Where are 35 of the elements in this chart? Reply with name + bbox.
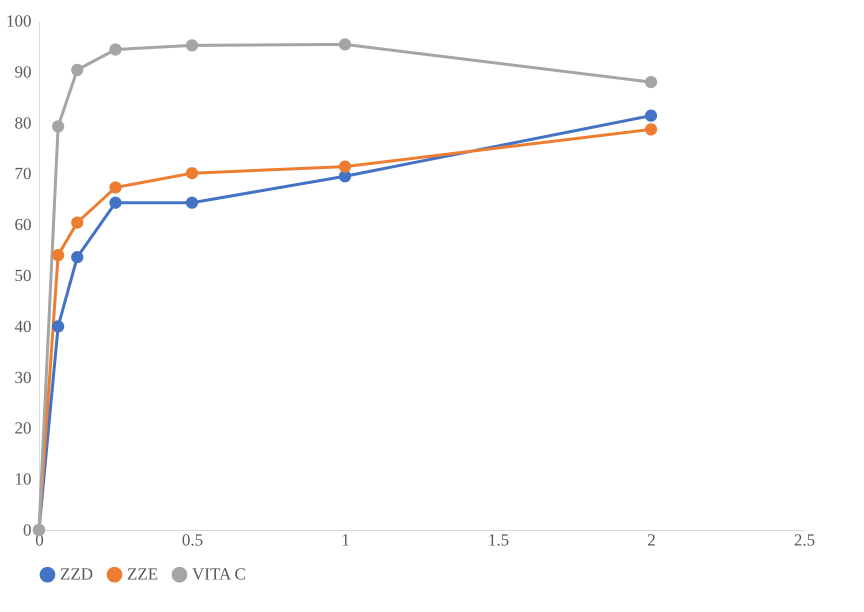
y-tick-label: 90	[14, 62, 32, 82]
y-tick-label: 100	[6, 12, 32, 30]
point	[186, 39, 198, 52]
y-tick-label: 60	[14, 215, 32, 234]
y-tick-label: 20	[14, 418, 32, 438]
point	[109, 196, 122, 209]
point	[644, 76, 658, 88]
point	[644, 110, 658, 122]
y-tick-label: 50	[14, 266, 32, 285]
y-tick-label: 40	[14, 316, 32, 336]
point	[186, 167, 198, 180]
y-tick-label: 70	[14, 164, 32, 184]
y-tick-label: 10	[14, 470, 32, 489]
x-tick-label: 0.5	[182, 530, 204, 550]
point	[186, 196, 198, 209]
point	[71, 251, 84, 264]
point	[52, 120, 64, 132]
point	[338, 160, 352, 173]
point	[338, 38, 352, 51]
point	[109, 181, 122, 194]
legend-label: ZZE	[127, 564, 158, 584]
x-tick-label: 1	[341, 530, 350, 550]
y-tick-label: 30	[14, 368, 32, 387]
x-tick-label: 1.5	[488, 530, 510, 550]
point	[109, 43, 122, 56]
point	[71, 216, 84, 229]
legend-label: ZZD	[60, 564, 94, 584]
x-tick-label: 2	[647, 530, 656, 550]
point	[52, 249, 64, 262]
x-tick-label: 2.5	[794, 530, 816, 550]
point	[644, 123, 658, 136]
point	[71, 64, 84, 76]
legend-label: VITA C	[192, 564, 246, 584]
y-tick-label: 80	[14, 113, 32, 132]
point	[52, 320, 64, 333]
